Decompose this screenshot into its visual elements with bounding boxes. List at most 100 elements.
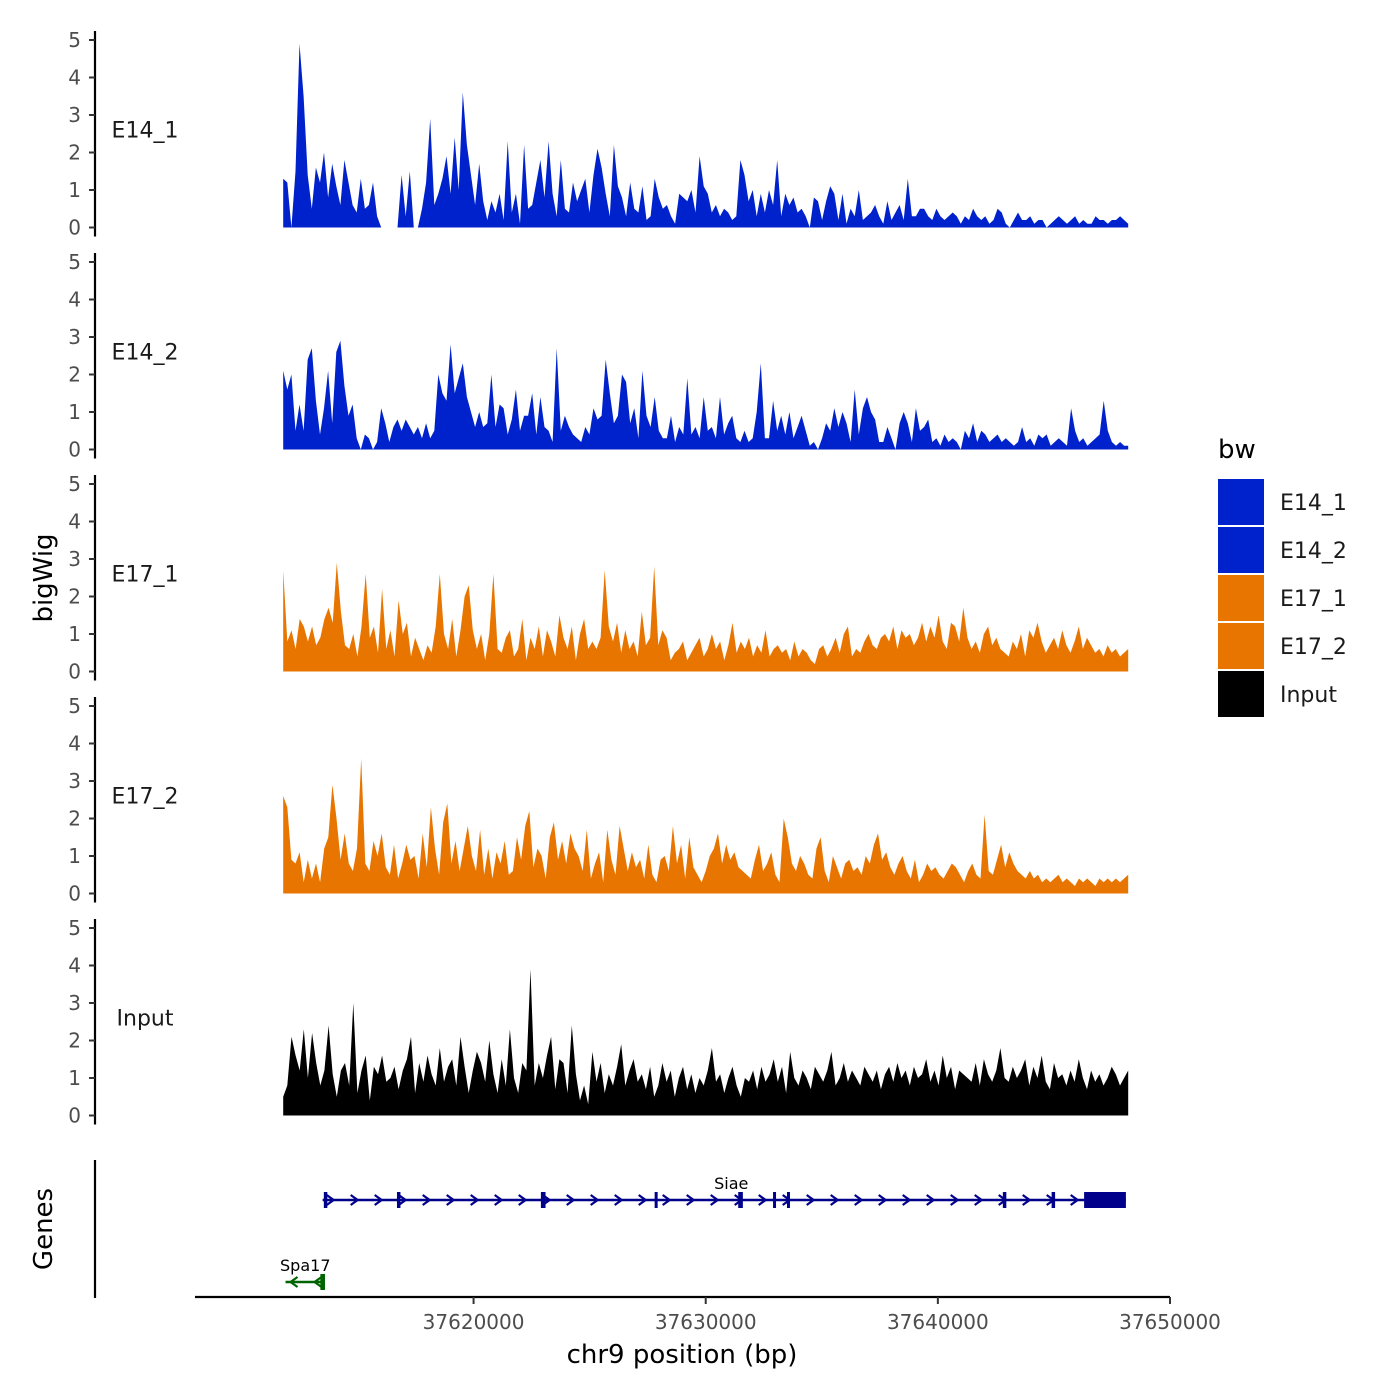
coverage-area-E14_2 — [283, 340, 1129, 450]
y-tick-label: 1 — [68, 400, 81, 424]
y-tick-label: 5 — [68, 28, 81, 52]
y-tick-label: 5 — [68, 250, 81, 274]
y-tick-label: 0 — [68, 1104, 81, 1128]
coverage-area-E17_2 — [283, 758, 1129, 894]
y-tick-label: 5 — [68, 916, 81, 940]
y-tick-label: 5 — [68, 694, 81, 718]
track-E17_1: 0 1 2 3 4 5 E17_1 — [68, 472, 1129, 684]
strand-chevron — [494, 1194, 504, 1206]
legend-label: E17_1 — [1280, 587, 1347, 612]
y-tick-label: 4 — [68, 732, 81, 756]
strand-chevron — [470, 1194, 480, 1206]
legend: bw E14_1 E14_2 E17_1 E17_2 Input — [1218, 435, 1347, 717]
track-label: E14_1 — [112, 119, 179, 144]
gene-Siae: Siae — [322, 1174, 1126, 1208]
y-tick-label: 1 — [68, 622, 81, 646]
strand-chevron — [902, 1194, 912, 1206]
y-tick-label: 4 — [68, 510, 81, 534]
y-tick-label: 2 — [68, 585, 81, 609]
x-tick-label: 37650000 — [1119, 1310, 1221, 1334]
legend-title: bw — [1218, 435, 1256, 465]
track-E14_2: 0 1 2 3 4 5 E14_2 — [68, 250, 1129, 462]
y-axis-title: bigWig — [29, 533, 59, 622]
legend-swatch — [1218, 479, 1264, 525]
strand-chevron — [518, 1194, 528, 1206]
y-tick-label: 2 — [68, 807, 81, 831]
strand-chevron — [288, 1276, 299, 1288]
coverage-area-Input — [283, 969, 1129, 1116]
strand-chevron — [422, 1194, 432, 1206]
strand-chevron — [638, 1194, 648, 1206]
gene-label: Siae — [714, 1174, 748, 1193]
strand-chevron — [686, 1194, 696, 1206]
y-tick-label: 0 — [68, 882, 81, 906]
track-E17_2: 0 1 2 3 4 5 E17_2 — [68, 694, 1129, 906]
strand-chevron — [950, 1194, 960, 1206]
y-tick-label: 3 — [68, 769, 81, 793]
strand-chevron — [446, 1194, 456, 1206]
gene-label: Spa17 — [280, 1256, 330, 1275]
gene-exon — [738, 1192, 743, 1208]
y-tick-label: 5 — [68, 472, 81, 496]
track-label: E14_2 — [112, 341, 179, 366]
strand-chevron — [566, 1194, 576, 1206]
legend-label: E14_1 — [1280, 491, 1347, 516]
x-tick-label: 37640000 — [887, 1310, 989, 1334]
gene-exon — [773, 1192, 777, 1208]
gene-exon — [654, 1192, 658, 1208]
y-tick-label: 3 — [68, 991, 81, 1015]
track-label: E17_2 — [112, 785, 179, 810]
strand-chevron — [974, 1194, 984, 1206]
genes-track: Genes Siae Spa17 — [29, 1160, 1126, 1298]
y-tick-label: 0 — [68, 438, 81, 462]
y-tick-label: 3 — [68, 547, 81, 571]
y-tick-label: 4 — [68, 288, 81, 312]
strand-chevron — [590, 1194, 600, 1206]
legend-swatch — [1218, 575, 1264, 621]
y-tick-label: 0 — [68, 660, 81, 684]
gene-Spa17: Spa17 — [280, 1256, 331, 1290]
gene-exon — [786, 1192, 790, 1208]
strand-chevron — [374, 1194, 384, 1206]
track-E14_1: 0 1 2 3 4 5 E14_1 — [68, 28, 1129, 240]
track-label: E17_1 — [112, 563, 179, 588]
strand-chevron — [758, 1194, 768, 1206]
y-tick-label: 3 — [68, 325, 81, 349]
strand-chevron — [398, 1194, 408, 1206]
track-label: Input — [117, 1007, 174, 1032]
strand-chevron — [662, 1194, 672, 1206]
gene-exon — [1002, 1192, 1007, 1208]
gene-exon — [320, 1274, 325, 1290]
genes-track-title: Genes — [29, 1188, 59, 1270]
x-tick-label: 37620000 — [423, 1310, 525, 1334]
y-tick-label: 1 — [68, 844, 81, 868]
legend-swatch — [1218, 623, 1264, 669]
y-tick-label: 2 — [68, 363, 81, 387]
legend-label: Input — [1280, 683, 1337, 708]
coverage-tracks: 0 1 2 3 4 5 E14_1 0 1 2 3 4 5 E14_2 0 1 2 3 4 5 E17_1 0 1 2 3 4 5 E… — [68, 28, 1129, 1128]
x-tick-label: 37630000 — [655, 1310, 757, 1334]
y-tick-label: 1 — [68, 178, 81, 202]
legend-swatch — [1218, 527, 1264, 573]
y-tick-label: 2 — [68, 1029, 81, 1053]
coverage-area-E17_1 — [283, 562, 1129, 672]
gene-exon — [396, 1192, 401, 1208]
strand-chevron — [926, 1194, 936, 1206]
strand-chevron — [710, 1194, 720, 1206]
y-tick-label: 3 — [68, 103, 81, 127]
gene-exon — [540, 1192, 546, 1208]
strand-chevron — [1022, 1194, 1032, 1206]
gene-exon — [1084, 1192, 1126, 1208]
legend-swatch — [1218, 671, 1264, 717]
legend-label: E14_2 — [1280, 539, 1347, 564]
y-tick-label: 2 — [68, 141, 81, 165]
coverage-area-E14_1 — [283, 43, 1129, 228]
strand-chevron — [830, 1194, 840, 1206]
strand-chevron — [312, 1276, 323, 1288]
strand-chevron — [854, 1194, 864, 1206]
strand-chevron — [806, 1194, 816, 1206]
y-tick-label: 0 — [68, 216, 81, 240]
gene-exon — [323, 1192, 328, 1208]
